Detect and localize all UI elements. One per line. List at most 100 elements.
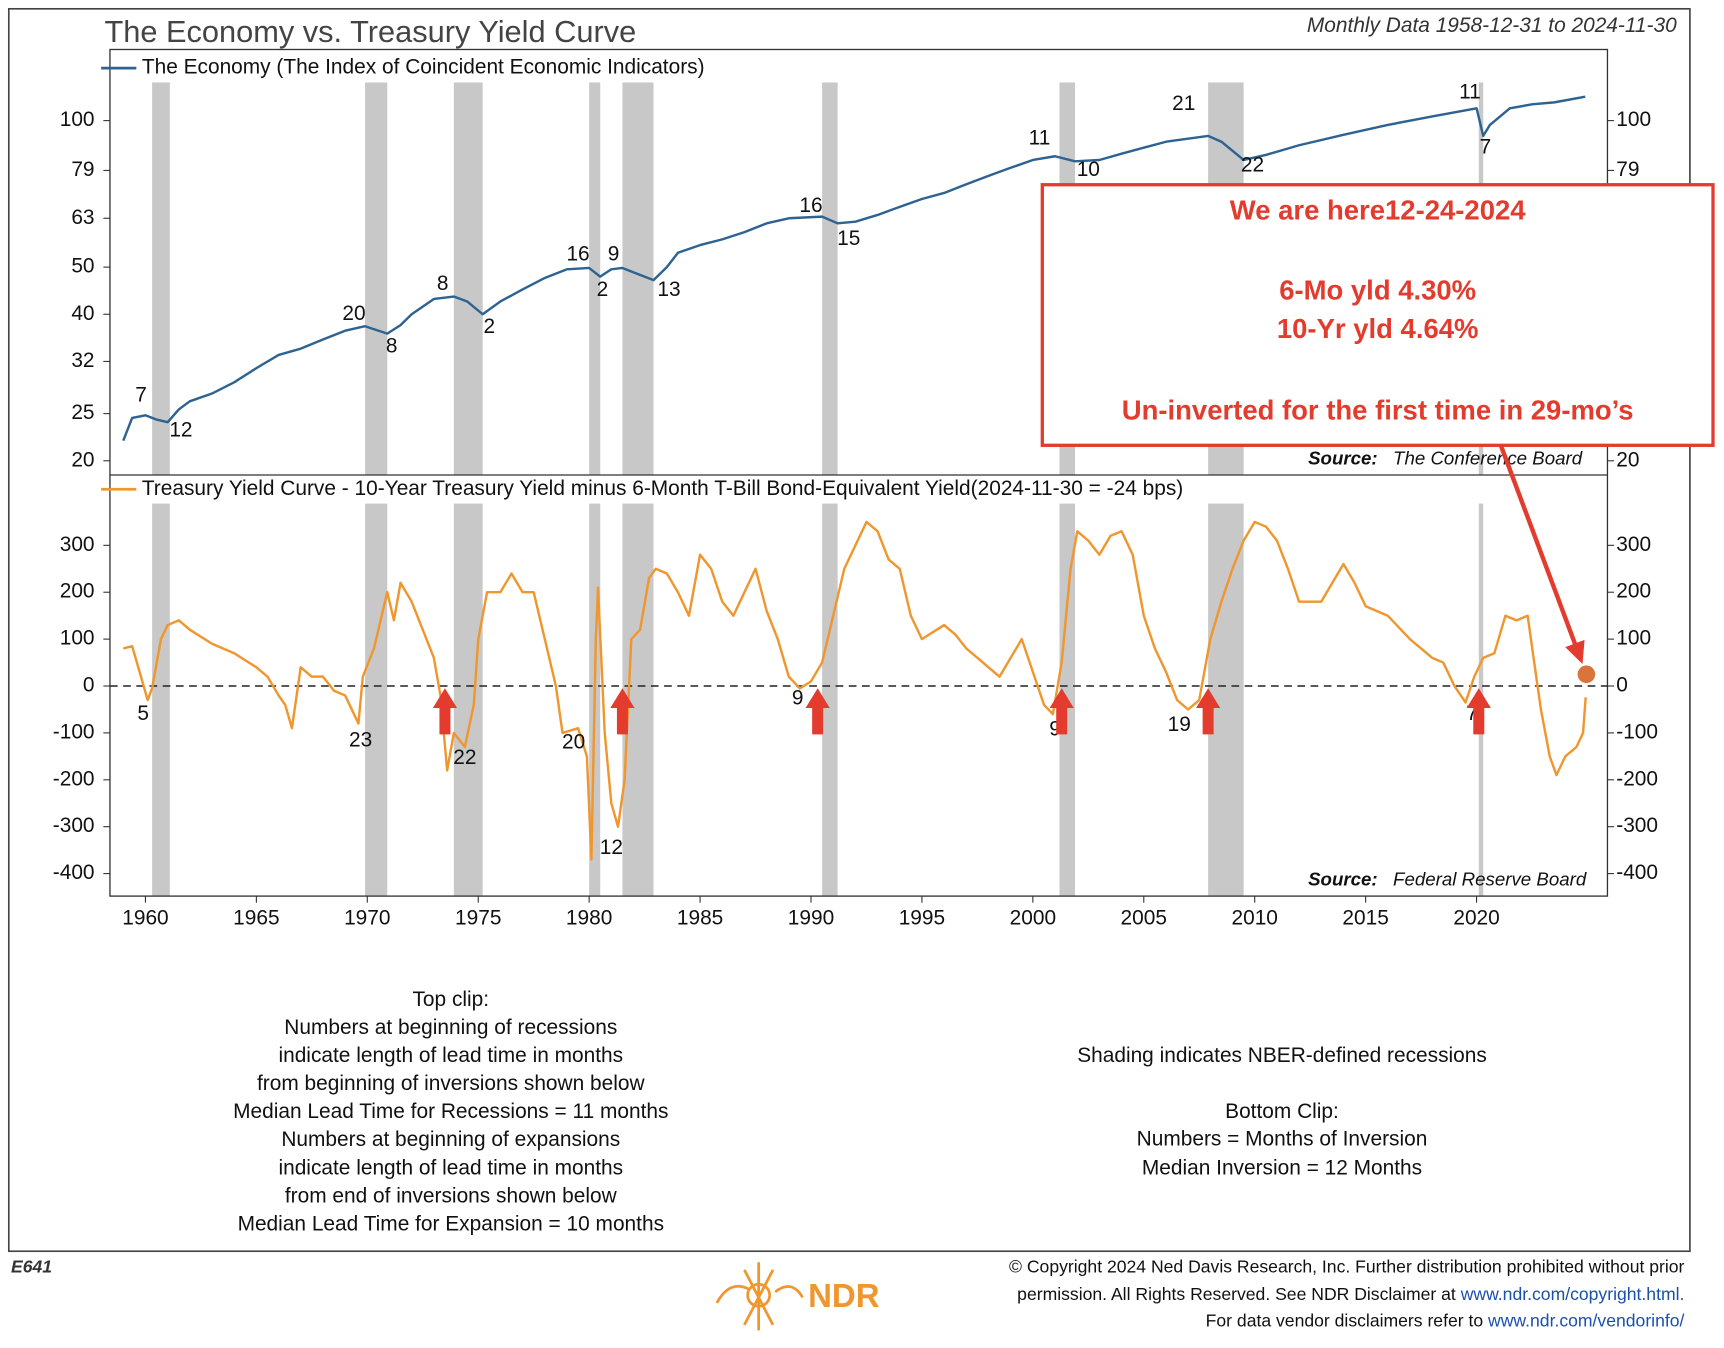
y2-tick-label: 300 [1616, 533, 1651, 556]
y-tick-label: 79 [71, 158, 94, 181]
note: Median Inversion = 12 Months [1142, 1156, 1422, 1179]
copyright-text: permission. All Rights Reserved. See NDR… [1017, 1284, 1461, 1304]
callout-arrowhead [1565, 639, 1585, 664]
subtitle: Monthly Data 1958-12-31 to 2024-11-30 [1307, 14, 1677, 37]
legend-label: The Economy (The Index of Coincident Eco… [142, 56, 705, 79]
annotation: 2 [597, 278, 609, 301]
callout-text: We are here12-24-2024 [1230, 194, 1526, 225]
recession-band [453, 503, 483, 897]
annotation: 16 [799, 194, 822, 217]
y-tick-label: -100 [53, 720, 95, 743]
inversion-arrow [432, 688, 458, 735]
x-tick-label: 2015 [1342, 907, 1388, 930]
annotation: 23 [349, 728, 372, 751]
y2-tick-label: -100 [1616, 720, 1658, 743]
annotation: 19 [1168, 713, 1191, 736]
recession-band [152, 503, 170, 897]
annotation: 7 [1466, 702, 1478, 725]
note: Shading indicates NBER-defined recession… [1077, 1044, 1487, 1067]
y-tick-label: 300 [60, 533, 95, 556]
inversion-arrow [1049, 688, 1074, 735]
annotation: 21 [1172, 92, 1195, 115]
callout-text: 10-Yr yld 4.64% [1277, 313, 1479, 344]
chart-title: The Economy vs. Treasury Yield Curve [104, 14, 636, 49]
x-tick-label: 1960 [122, 907, 168, 930]
x-tick-label: 2020 [1453, 907, 1499, 930]
note: Median Lead Time for Expansion = 10 mont… [238, 1212, 664, 1235]
x-tick-label: 1965 [233, 907, 279, 930]
callout-text: Un-inverted for the first time in 29-mo’… [1122, 395, 1634, 426]
annotation: 12 [169, 419, 192, 442]
annotation: 8 [437, 272, 449, 295]
inversion-arrow [805, 688, 830, 735]
y-tick-label: 20 [71, 448, 94, 471]
y2-tick-label: 0 [1616, 674, 1628, 697]
link[interactable]: www.ndr.com/copyright.html. [1460, 1284, 1685, 1304]
y2-tick-label: -200 [1616, 767, 1658, 790]
annotation: 9 [1049, 718, 1061, 741]
source: The Conference Board [1393, 448, 1583, 469]
note: from beginning of inversions shown below [257, 1072, 645, 1095]
note: Top clip: [413, 988, 490, 1011]
y2-tick-label: 100 [1616, 627, 1651, 650]
annotation: 20 [342, 302, 365, 325]
note: Bottom Clip: [1225, 1100, 1339, 1123]
x-tick-label: 1970 [344, 907, 390, 930]
copyright-text: For data vendor disclaimers refer to [1206, 1310, 1488, 1330]
recession-band [453, 82, 483, 475]
copyright: © Copyright 2024 Ned Davis Research, Inc… [1009, 1256, 1685, 1276]
note: Numbers = Months of Inversion [1137, 1128, 1428, 1151]
y-tick-label: -300 [53, 814, 95, 837]
recession-band [152, 82, 170, 475]
y-tick-label: 63 [71, 206, 94, 229]
x-tick-label: 1980 [566, 907, 612, 930]
frame [7, 7, 1691, 1253]
inversion-arrow [610, 688, 635, 735]
source-label: Source: [1308, 448, 1378, 469]
x-tick-label: 1975 [455, 907, 501, 930]
annotation: 22 [453, 746, 476, 769]
annotation: 7 [135, 383, 147, 406]
note: indicate length of lead time in months [278, 1044, 623, 1067]
note: from end of inversions shown below [285, 1184, 618, 1207]
plot-layer: 2020252532324040505063637979100100712208… [53, 80, 1658, 929]
callout-pointer [1498, 444, 1580, 651]
copyright: permission. All Rights Reserved. See NDR… [1017, 1284, 1684, 1304]
link[interactable]: www.ndr.com/vendorinfo/ [1487, 1310, 1684, 1330]
callout-box [1040, 183, 1715, 447]
callout-text: 6-Mo yld 4.30% [1279, 275, 1476, 306]
inversion-arrow [1196, 688, 1221, 735]
annotation: 20 [562, 731, 585, 754]
overlay-layer [432, 444, 1596, 735]
y-tick-label: 100 [60, 627, 95, 650]
current-point [1577, 665, 1596, 684]
annotation: 7 [1480, 136, 1492, 159]
annotation: 9 [792, 687, 804, 710]
y-tick-label: 100 [60, 108, 95, 131]
x-tick-label: 2010 [1231, 907, 1277, 930]
y2-tick-label: 79 [1616, 158, 1639, 181]
recession-band [822, 503, 838, 897]
y-tick-label: 40 [71, 302, 94, 325]
annotation: 10 [1077, 158, 1100, 181]
y2-tick-label: 100 [1616, 108, 1651, 131]
x-tick-label: 2000 [1010, 907, 1056, 930]
logo-text: NDR [808, 1277, 880, 1314]
y-tick-label: 25 [71, 401, 94, 424]
inversion-arrow [1466, 688, 1491, 735]
data-line [122, 520, 1587, 861]
recession-band [822, 82, 838, 475]
note: Numbers at beginning of recessions [284, 1016, 617, 1039]
recession-band [589, 82, 601, 475]
y-tick-label: -200 [53, 767, 95, 790]
annotation: 16 [566, 242, 589, 265]
logo-icon [715, 1262, 804, 1331]
x-tick-label: 1995 [899, 907, 945, 930]
annotation: 2 [484, 315, 496, 338]
source-label: Source: [1308, 869, 1378, 890]
recession-band [365, 82, 388, 475]
annotation: 8 [386, 334, 398, 357]
plot-frame [109, 48, 1609, 897]
